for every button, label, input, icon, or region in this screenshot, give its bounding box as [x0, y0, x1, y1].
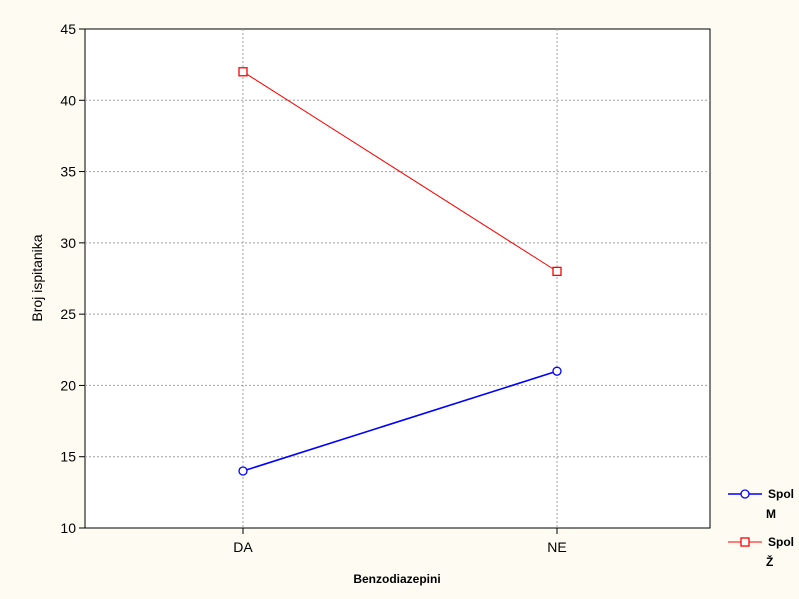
y-tick-label: 10 [60, 520, 76, 536]
y-tick-label: 25 [60, 306, 76, 322]
data-point-circle [238, 466, 248, 476]
x-tick-label: NE [547, 539, 566, 555]
legend-label-line2: M [766, 507, 776, 521]
series-line [242, 370, 558, 472]
legend: Spol M Spol Ž [728, 487, 794, 569]
y-tick-label: 35 [60, 164, 76, 180]
y-tick-label: 30 [60, 235, 76, 251]
legend-marker-circle [740, 489, 750, 499]
y-tick-label: 20 [60, 377, 76, 393]
legend-label-line1: Spol [768, 487, 794, 501]
data-point-circle [552, 366, 562, 376]
series-line [242, 71, 558, 272]
x-axis-label: Benzodiazepini [353, 572, 440, 586]
legend-label-line1: Spol [768, 535, 794, 549]
y-tick-label: 15 [60, 449, 76, 465]
legend-marker-square [740, 537, 750, 547]
series-group [238, 67, 562, 476]
data-point-square [552, 266, 562, 277]
data-point-square [238, 67, 248, 77]
y-axis-label: Broj ispitanika [29, 234, 45, 321]
x-tick-label: DA [233, 539, 253, 555]
y-tick-label: 40 [60, 92, 76, 108]
x-axis-ticks: DA NE [233, 528, 567, 555]
y-tick-label: 45 [60, 21, 76, 37]
plot-area [84, 28, 711, 529]
legend-label-line2: Ž [766, 554, 773, 569]
y-axis-ticks: 10 15 20 25 30 35 40 45 [60, 21, 85, 536]
gridlines [85, 29, 710, 528]
